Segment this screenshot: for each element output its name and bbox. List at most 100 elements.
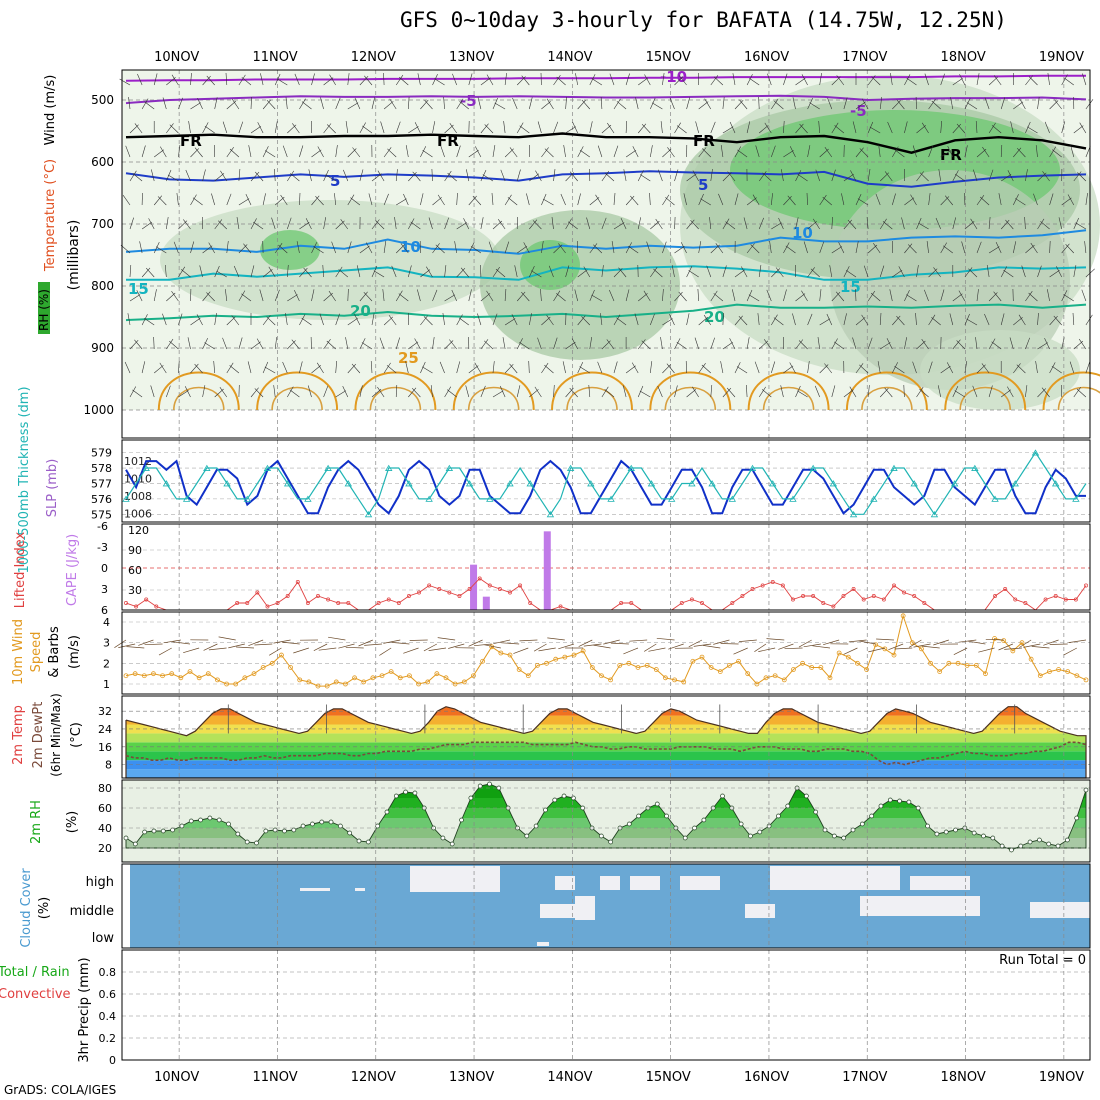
upper-wind-barb	[783, 73, 788, 86]
upper-wind-barb	[739, 99, 748, 110]
upper-wind-barb	[437, 194, 445, 206]
upper-wind-barb	[169, 124, 179, 134]
upper-wind-barb	[264, 366, 276, 374]
upper-wind-barb	[211, 193, 215, 206]
upper-wind-barb	[334, 193, 336, 206]
isotherm-line	[125, 229, 1087, 255]
upper-wind-barb	[843, 389, 854, 398]
wind-axis-label-2: Speed	[29, 632, 44, 673]
upper-wind-barb	[225, 72, 228, 86]
upper-wind-barb	[456, 192, 458, 206]
rh-point	[804, 793, 809, 799]
upper-wind-barb	[1085, 361, 1091, 374]
upper-wind-barb	[250, 96, 252, 110]
upper-wind-barb	[417, 289, 421, 302]
surface-wind-barb	[953, 647, 968, 656]
upper-wind-barb	[395, 244, 405, 254]
upper-wind-barb	[558, 243, 566, 254]
lifted-index-point	[881, 597, 886, 602]
upper-wind-barb	[952, 293, 963, 302]
thickness-marker	[566, 464, 575, 471]
upper-wind-barb	[766, 289, 772, 302]
upper-wind-barb	[371, 219, 380, 230]
upper-wind-barb	[335, 313, 340, 326]
cape-tick-label: 60	[128, 564, 142, 577]
rh-point	[160, 828, 166, 834]
upper-wind-barb	[342, 385, 349, 398]
upper-wind-barb	[972, 385, 978, 398]
wind-speed-point	[251, 671, 257, 677]
thickness-marker	[829, 480, 838, 487]
upper-wind-barb	[650, 145, 653, 158]
upper-wind-barb	[746, 74, 753, 86]
rh-point	[1037, 837, 1042, 843]
upper-wind-barb	[307, 385, 312, 398]
upper-wind-barb	[1021, 265, 1026, 278]
rh-point	[356, 838, 362, 844]
surface-wind-barb	[281, 641, 300, 645]
thickness-marker	[486, 495, 494, 502]
upper-wind-barb	[662, 288, 664, 302]
upper-wind-barb	[831, 216, 833, 230]
surface-wind-barb	[273, 639, 291, 644]
rh-point	[123, 835, 129, 841]
upper-wind-barb	[1013, 363, 1021, 374]
upper-wind-barb	[843, 173, 854, 182]
upper-wind-barb	[389, 98, 397, 110]
upper-wind-barb	[1049, 270, 1060, 278]
upper-wind-barb	[736, 366, 748, 374]
upper-wind-barb	[806, 192, 808, 206]
upper-wind-barb	[1073, 125, 1084, 134]
upper-wind-barb	[492, 266, 500, 278]
wind-speed-point	[1028, 656, 1034, 662]
lifted-index-point	[265, 604, 270, 609]
wind-tick-label: 2	[103, 657, 110, 670]
surface-wind-barb	[985, 638, 1004, 641]
upper-wind-barb	[188, 121, 191, 134]
upper-wind-barb	[771, 193, 773, 206]
upper-wind-barb	[710, 337, 715, 350]
upper-wind-barb	[763, 339, 772, 350]
upper-wind-barb	[1003, 269, 1014, 278]
upper-wind-barb	[169, 340, 179, 350]
lifted-index-point	[902, 590, 907, 595]
upper-wind-barb	[695, 121, 699, 134]
upper-wind-barb	[826, 313, 833, 326]
upper-wind-barb	[824, 363, 833, 374]
upper-wind-barb	[129, 217, 134, 230]
upper-wind-barb	[394, 217, 397, 230]
rh-point	[738, 821, 744, 827]
upper-wind-barb	[480, 77, 491, 86]
precip-tick-label: 0.4	[99, 1010, 117, 1023]
rh-point	[1083, 787, 1089, 793]
upper-wind-barb	[423, 316, 433, 326]
wind-speed-point	[187, 669, 193, 674]
upper-wind-barb	[993, 291, 1002, 302]
cloud-gap	[355, 888, 365, 891]
upper-wind-barb	[287, 217, 292, 230]
upper-wind-barb	[208, 242, 215, 254]
upper-wind-barb	[904, 289, 910, 302]
upper-wind-barb	[726, 387, 736, 398]
rh-point	[170, 827, 175, 833]
upper-wind-barb	[553, 75, 561, 86]
precip-tick-label: 0.2	[99, 1032, 117, 1045]
lifted-index-point	[275, 601, 280, 605]
thickness-axis-label: 1000-500mb Thickness (dm)	[17, 386, 32, 573]
upper-wind-barb	[492, 361, 495, 374]
wind-speed-point	[946, 660, 952, 666]
rh-point	[375, 823, 381, 829]
upper-wind-barb	[878, 145, 881, 158]
upper-wind-barb	[729, 121, 736, 134]
upper-wind-barb	[686, 389, 697, 398]
precip-axis-label: 3hr Precip (mm)	[77, 957, 92, 1062]
upper-wind-barb	[795, 339, 804, 350]
upper-wind-barb	[650, 267, 658, 278]
surface-wind-barb	[858, 640, 876, 645]
upper-wind-barb	[1040, 221, 1050, 230]
lifted-index-point	[730, 601, 735, 605]
upper-wind-barb	[274, 243, 283, 254]
li-tick-label: -3	[97, 541, 108, 554]
upper-wind-barb	[1081, 289, 1087, 302]
upper-wind-barb	[468, 195, 477, 206]
